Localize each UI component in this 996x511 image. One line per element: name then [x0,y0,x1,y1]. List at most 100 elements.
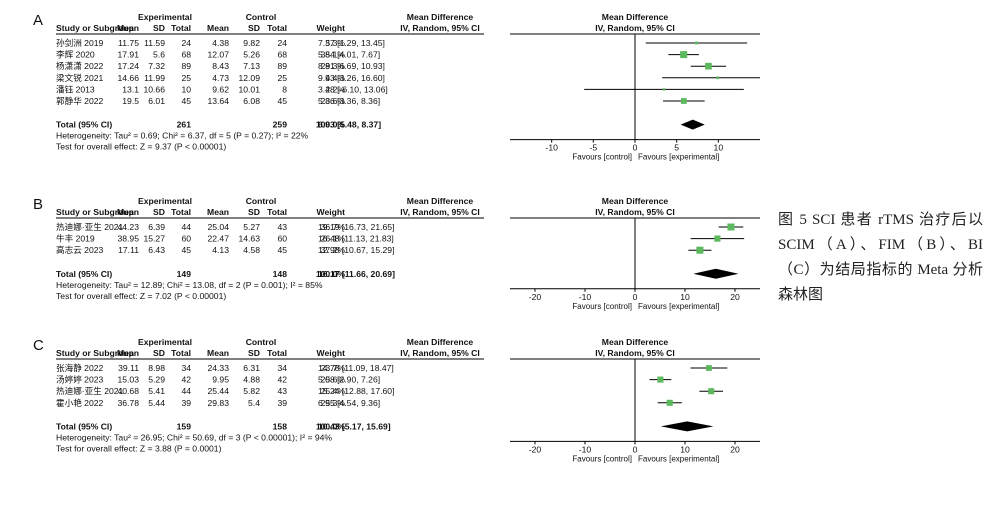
weight-value: 2.2% [325,84,345,94]
favours-right-label: Favours [experimental] [638,454,719,463]
weight-value: 25.3% [321,398,346,408]
ctrl-total-value: 39 [277,398,287,408]
ctrl-sd-value: 5.82 [243,386,260,396]
total-weight: 100.0% [316,269,346,279]
summary-diamond [680,119,705,130]
study-name: 高志云 2023 [56,244,104,255]
ctrl-mean-value: 12.07 [207,50,229,60]
md-ci-value: 5.08 [2.90, 7.26] [318,375,380,385]
ctrl-mean-value: 9.95 [212,375,229,385]
exp-sd-header: SD [153,23,165,33]
exp-sd-header: SD [153,207,165,217]
md-ci-value: 7.37 [1.29, 13.45] [318,38,385,48]
ctrl-sd-value: 6.08 [243,96,260,106]
ctrl-sd-value: 4.88 [243,375,260,385]
exp-mean-value: 11.75 [118,38,139,48]
x-tick-label: -5 [590,143,598,153]
exp-total-sum: 159 [177,421,192,431]
total-label: Total (95% CI) [56,269,112,279]
ctrl-sd-value: 9.82 [243,38,260,48]
ctrl-total-value: 45 [277,96,287,106]
exp-mean-value: 17.91 [117,50,139,60]
ctrl-total-value: 89 [277,61,287,71]
total-md-ci: 6.93 [5.48, 8.37] [318,120,381,130]
exp-total-value: 68 [181,50,191,60]
md-ci-value: 16.48 [11.13, 21.83] [318,234,394,244]
x-tick-label: 10 [680,292,690,302]
ctrl-mean-value: 25.44 [207,386,229,396]
exp-total-value: 44 [181,386,191,396]
favours-left-label: Favours [control] [572,454,632,463]
x-tick-label: 0 [633,143,638,153]
exp-mean-value: 38.95 [117,234,139,244]
weight-value: 4.4% [325,73,345,83]
x-tick-label: 20 [730,292,740,302]
ctrl-sd-value: 14.63 [238,234,260,244]
study-name: 杨潇潇 2022 [56,60,104,71]
weight-value: 25.4% [321,386,346,396]
exp-total-value: 60 [181,234,191,244]
exp-total-value: 45 [181,96,191,106]
md-method-header: IV, Random, 95% CI [400,23,479,33]
x-tick-label: -10 [579,444,592,454]
total-label: Total (95% CI) [56,421,112,431]
weight-value: 29.3% [321,61,346,71]
plot-method-header: IV, Random, 95% CI [595,348,674,358]
md-ci-value: 19.19 [16.73, 21.65] [318,222,394,232]
ctrl-mean-value: 8.43 [212,61,229,71]
ctrl-mean-value: 24.33 [207,363,229,373]
exp-sd-value: 5.29 [148,375,165,385]
study-effect-marker [714,235,721,242]
study-name: 热迪娜·亚生 2021 [56,221,124,232]
exp-total-sum: 149 [177,269,192,279]
study-effect-marker [680,98,687,104]
exp-sd-header: SD [153,348,165,358]
total-md-ci: 16.17 [11.66, 20.69] [318,269,395,279]
ctrl-sd-header: SD [248,348,260,358]
study-effect-marker [696,246,704,254]
plot-group-header: Mean Difference [602,12,669,22]
md-ci-value: 8.81 [6.69, 10.93] [318,61,385,71]
study-effect-marker [708,388,715,395]
weight-value: 23.7% [321,363,346,373]
x-tick-label: 5 [674,143,679,153]
weight-header: Weight [317,207,346,217]
exp-sd-value: 11.99 [144,73,165,83]
ctrl-sd-header: SD [248,23,260,33]
x-tick-label: 0 [633,444,638,454]
favours-left-label: Favours [control] [572,302,632,311]
panel-label: C [33,337,44,354]
ctrl-total-value: 60 [277,234,287,244]
md-ci-value: 6.95 [4.54, 9.36] [318,398,380,408]
weight-value: 25.6% [321,375,346,385]
exp-sd-value: 8.98 [148,363,165,373]
total-label: Total (95% CI) [56,120,112,130]
exp-sd-value: 7.32 [148,61,165,71]
ctrl-mean-value: 25.04 [207,222,229,232]
x-tick-label: 0 [633,292,638,302]
ctrl-total-header: Total [267,348,287,358]
exp-sd-value: 6.39 [148,222,165,232]
plot-method-header: IV, Random, 95% CI [595,23,674,33]
exp-mean-header: Mean [117,207,139,217]
md-ci-value: 3.48 [-6.10, 13.06] [318,84,388,94]
ctrl-total-value: 68 [277,50,287,60]
study-effect-marker [706,365,712,371]
ctrl-total-value: 45 [277,245,287,255]
ctrl-total-value: 24 [277,38,287,48]
ctrl-total-value: 42 [277,375,287,385]
x-tick-label: -20 [529,444,542,454]
ctrl-sd-value: 4.58 [243,245,260,255]
md-ci-value: 15.24 [12.88, 17.60] [318,386,394,396]
exp-total-value: 10 [181,84,191,94]
exp-mean-header: Mean [117,23,139,33]
exp-sd-value: 10.66 [143,84,165,94]
exp-total-value: 39 [181,398,191,408]
md-group-header: Mean Difference [407,12,474,22]
exp-total-header: Total [171,207,191,217]
exp-total-header: Total [171,23,191,33]
exp-sd-value: 6.43 [148,245,165,255]
ctrl-mean-value: 29.83 [207,398,229,408]
ctrl-sd-value: 10.01 [238,84,260,94]
exp-total-value: 24 [181,38,191,48]
